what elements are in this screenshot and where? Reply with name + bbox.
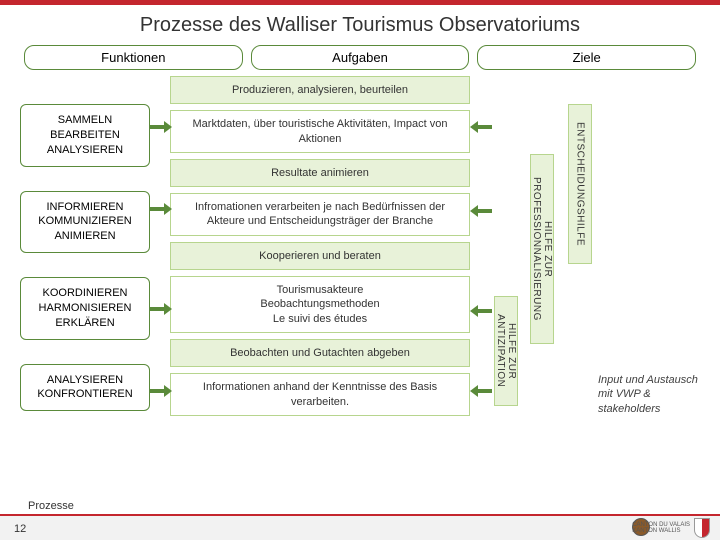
- logo-text: CANTON DU VALAISKANTON WALLIS: [632, 522, 690, 534]
- column-headers: Funktionen Aufgaben Ziele: [0, 45, 720, 76]
- shield-icon: [694, 518, 710, 538]
- arrow-icon: [150, 304, 172, 314]
- task-heading: Kooperieren und beraten: [170, 242, 470, 270]
- arrow-icon: [470, 306, 492, 316]
- arrow-icon: [470, 122, 492, 132]
- tasks-column: Produzieren, analysieren, beurteilen Mar…: [170, 76, 470, 416]
- top-accent-bar: [0, 0, 720, 5]
- header-functions: Funktionen: [24, 45, 243, 70]
- function-box: SAMMELN BEARBEITEN ANALYSIEREN: [20, 104, 150, 167]
- header-goals: Ziele: [477, 45, 696, 70]
- functions-column: SAMMELN BEARBEITEN ANALYSIEREN INFORMIER…: [20, 104, 150, 411]
- task-box: Marktdaten, über touristische Aktivitäte…: [170, 110, 470, 153]
- task-heading: Beobachten und Gutachten abgeben: [170, 339, 470, 367]
- footer-note: Input und Austausch mit VWP & stakeholde…: [598, 373, 706, 416]
- task-heading: Produzieren, analysieren, beurteilen: [170, 76, 470, 104]
- slide-number: 12: [14, 523, 26, 535]
- process-label: Prozesse: [28, 500, 74, 512]
- goal-entscheidungshilfe: ENTSCHEIDUNGSHILFE: [568, 104, 592, 264]
- function-box: INFORMIEREN KOMMUNIZIEREN ANIMIEREN: [20, 191, 150, 254]
- function-box: KOORDINIEREN HARMONISIEREN ERKLÄREN: [20, 277, 150, 340]
- task-heading: Resultate animieren: [170, 159, 470, 187]
- arrow-icon: [470, 206, 492, 216]
- goal-professionalisierung: HILFE ZUR PROFESSIONNALISIERUNG: [530, 154, 554, 344]
- header-tasks: Aufgaben: [251, 45, 470, 70]
- goal-antizipation: HILFE ZUR ANTIZIPATION: [494, 296, 518, 406]
- page-title: Prozesse des Walliser Tourismus Observat…: [0, 0, 720, 45]
- task-box: Tourismusakteure Beobachtungsmethoden Le…: [170, 276, 470, 333]
- task-box: Informationen anhand der Kenntnisse des …: [170, 373, 470, 416]
- task-box: Infromationen verarbeiten je nach Bedürf…: [170, 193, 470, 236]
- arrow-icon: [150, 122, 172, 132]
- function-box: ANALYSIEREN KONFRONTIEREN: [20, 364, 150, 412]
- bottom-bar: [0, 514, 720, 540]
- arrow-icon: [150, 386, 172, 396]
- canton-logo: CANTON DU VALAISKANTON WALLIS: [632, 518, 710, 538]
- arrow-icon: [470, 386, 492, 396]
- diagram-area: SAMMELN BEARBEITEN ANALYSIEREN INFORMIER…: [0, 76, 720, 496]
- arrow-icon: [150, 204, 172, 214]
